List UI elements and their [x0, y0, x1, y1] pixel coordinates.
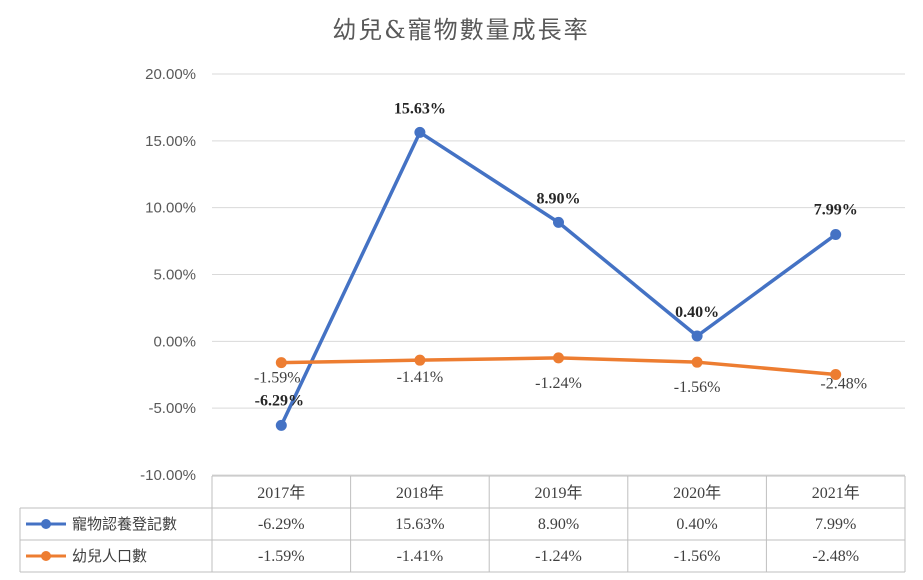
data-point: [275, 419, 287, 431]
data-label: -2.48%: [820, 375, 867, 392]
table-cell: 7.99%: [815, 516, 856, 533]
legend-marker: [41, 519, 51, 529]
category-label: 2020年: [673, 484, 721, 502]
data-label: 7.99%: [814, 202, 858, 219]
series-points: [275, 126, 842, 431]
data-point: [414, 354, 426, 366]
table-cell: -1.59%: [258, 548, 305, 565]
data-point: [414, 126, 426, 138]
data-label: 15.63%: [394, 100, 446, 117]
chart-title: 幼兒&寵物數量成長率: [332, 16, 589, 44]
data-point: [553, 216, 564, 228]
series-name: 幼兒人口數: [72, 547, 147, 565]
category-label: 2021年: [812, 484, 860, 502]
data-labels: -6.29% 15.63% 8.90% 0.40% 7.99% -1.59% -1.41% -…: [254, 100, 867, 409]
y-tick-label: 0.00%: [153, 333, 196, 350]
data-label: 0.40%: [675, 304, 719, 321]
data-point: [275, 357, 287, 369]
y-tick-label: 15.00%: [145, 133, 196, 150]
table-cell: -2.48%: [812, 548, 859, 565]
table-cell: 8.90%: [538, 516, 579, 533]
data-label: -1.24%: [535, 375, 582, 392]
category-label: 2019年: [534, 484, 582, 502]
table-cell: -1.24%: [535, 548, 582, 565]
y-tick-label: 10.00%: [145, 200, 196, 217]
table-cell: 15.63%: [395, 516, 444, 533]
table-cell: -1.56%: [674, 548, 721, 565]
y-tick-label: 20.00%: [145, 66, 196, 83]
data-label: -1.56%: [674, 379, 721, 396]
data-label: -1.41%: [397, 369, 444, 386]
y-axis-ticks: 20.00% 15.00% 10.00% 5.00% 0.00% -5.00% -10.00…: [140, 66, 196, 484]
series-name: 寵物認養登記數: [72, 515, 177, 533]
y-tick-label: -10.00%: [140, 467, 196, 484]
data-point: [691, 356, 703, 368]
data-point: [830, 368, 842, 380]
gridlines: [212, 73, 905, 476]
table-cell: -1.41%: [397, 548, 444, 565]
legend-marker: [41, 551, 51, 561]
table-cell: 0.40%: [676, 516, 717, 533]
category-label: 2017年: [257, 484, 305, 502]
y-tick-label: 5.00%: [153, 267, 196, 284]
data-label: -6.29%: [255, 392, 304, 409]
data-label: 8.90%: [537, 190, 581, 207]
data-point: [553, 352, 564, 364]
data-label: -1.59%: [254, 370, 301, 387]
data-point: [830, 229, 842, 241]
category-label: 2018年: [396, 484, 444, 502]
data-point: [691, 330, 703, 342]
table-cell: -6.29%: [258, 516, 305, 533]
y-tick-label: -5.00%: [148, 400, 196, 417]
